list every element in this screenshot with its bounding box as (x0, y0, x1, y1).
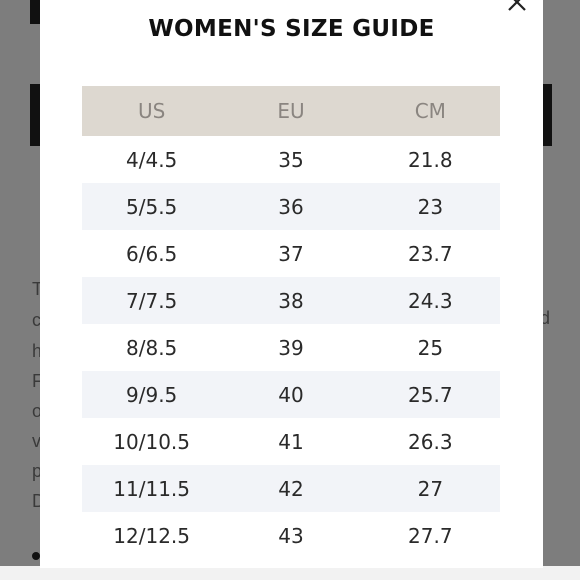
background-bottom-strip (0, 566, 580, 580)
cell-eu: 40 (278, 382, 304, 407)
table-row: 7/7.5 38 24.3 (82, 277, 500, 324)
cell-cm: 26.3 (408, 429, 453, 454)
close-icon[interactable] (505, 0, 529, 14)
table-row: 8/8.5 39 25 (82, 324, 500, 371)
cell-us: 10/10.5 (113, 429, 191, 454)
background-text: v (32, 431, 41, 451)
cell-us: 7/7.5 (126, 288, 178, 313)
cell-us: 12/12.5 (113, 523, 191, 548)
size-table: US EU CM 4/4.5 35 21.8 5/5.5 36 23 6/6.5… (82, 86, 500, 559)
table-row: 10/10.5 41 26.3 (82, 418, 500, 465)
cell-eu: 41 (278, 429, 304, 454)
column-header-us: US (137, 99, 166, 123)
cell-cm: 23 (417, 194, 444, 219)
modal-title: WOMEN'S SIZE GUIDE (148, 16, 435, 42)
table-row: 5/5.5 36 23 (82, 183, 500, 230)
column-header-eu: EU (277, 99, 305, 123)
table-row: 9/9.5 40 25.7 (82, 371, 500, 418)
cell-us: 8/8.5 (126, 335, 178, 360)
cell-cm: 25.7 (408, 382, 453, 407)
cell-eu: 36 (278, 194, 304, 219)
cell-us: 4/4.5 (126, 147, 178, 172)
column-header-cm: CM (414, 99, 446, 123)
cell-cm: 27.7 (408, 523, 453, 548)
cell-us: 5/5.5 (126, 194, 178, 219)
cell-cm: 24.3 (408, 288, 453, 313)
cell-cm: 25 (417, 335, 444, 360)
cell-eu: 43 (278, 523, 304, 548)
cell-us: 11/11.5 (113, 476, 191, 501)
cell-eu: 37 (278, 241, 304, 266)
cell-eu: 39 (278, 335, 304, 360)
cell-cm: 21.8 (408, 147, 453, 172)
cell-eu: 42 (278, 476, 304, 501)
table-row: 4/4.5 35 21.8 (82, 136, 500, 183)
background-bullet (32, 552, 40, 560)
cell-eu: 38 (278, 288, 304, 313)
background-text: d (540, 308, 551, 328)
background-text: h (32, 341, 43, 361)
table-row: 11/11.5 42 27 (82, 465, 500, 512)
cell-eu: 35 (278, 147, 304, 172)
background-text: c (32, 310, 41, 330)
cell-cm: 27 (417, 476, 444, 501)
size-guide-modal: WOMEN'S SIZE GUIDE US EU CM 4/4.5 35 21.… (40, 0, 543, 568)
cell-us: 6/6.5 (126, 241, 178, 266)
table-row: 6/6.5 37 23.7 (82, 230, 500, 277)
table-header-row: US EU CM (82, 86, 500, 136)
cell-us: 9/9.5 (126, 382, 178, 407)
table-row: 12/12.5 43 27.7 (82, 512, 500, 559)
background-banner-right (540, 84, 552, 146)
background-text: F (32, 371, 43, 391)
background-text: p (32, 461, 43, 481)
background-text: o (32, 401, 43, 421)
background-text: T (32, 279, 43, 299)
cell-cm: 23.7 (408, 241, 453, 266)
